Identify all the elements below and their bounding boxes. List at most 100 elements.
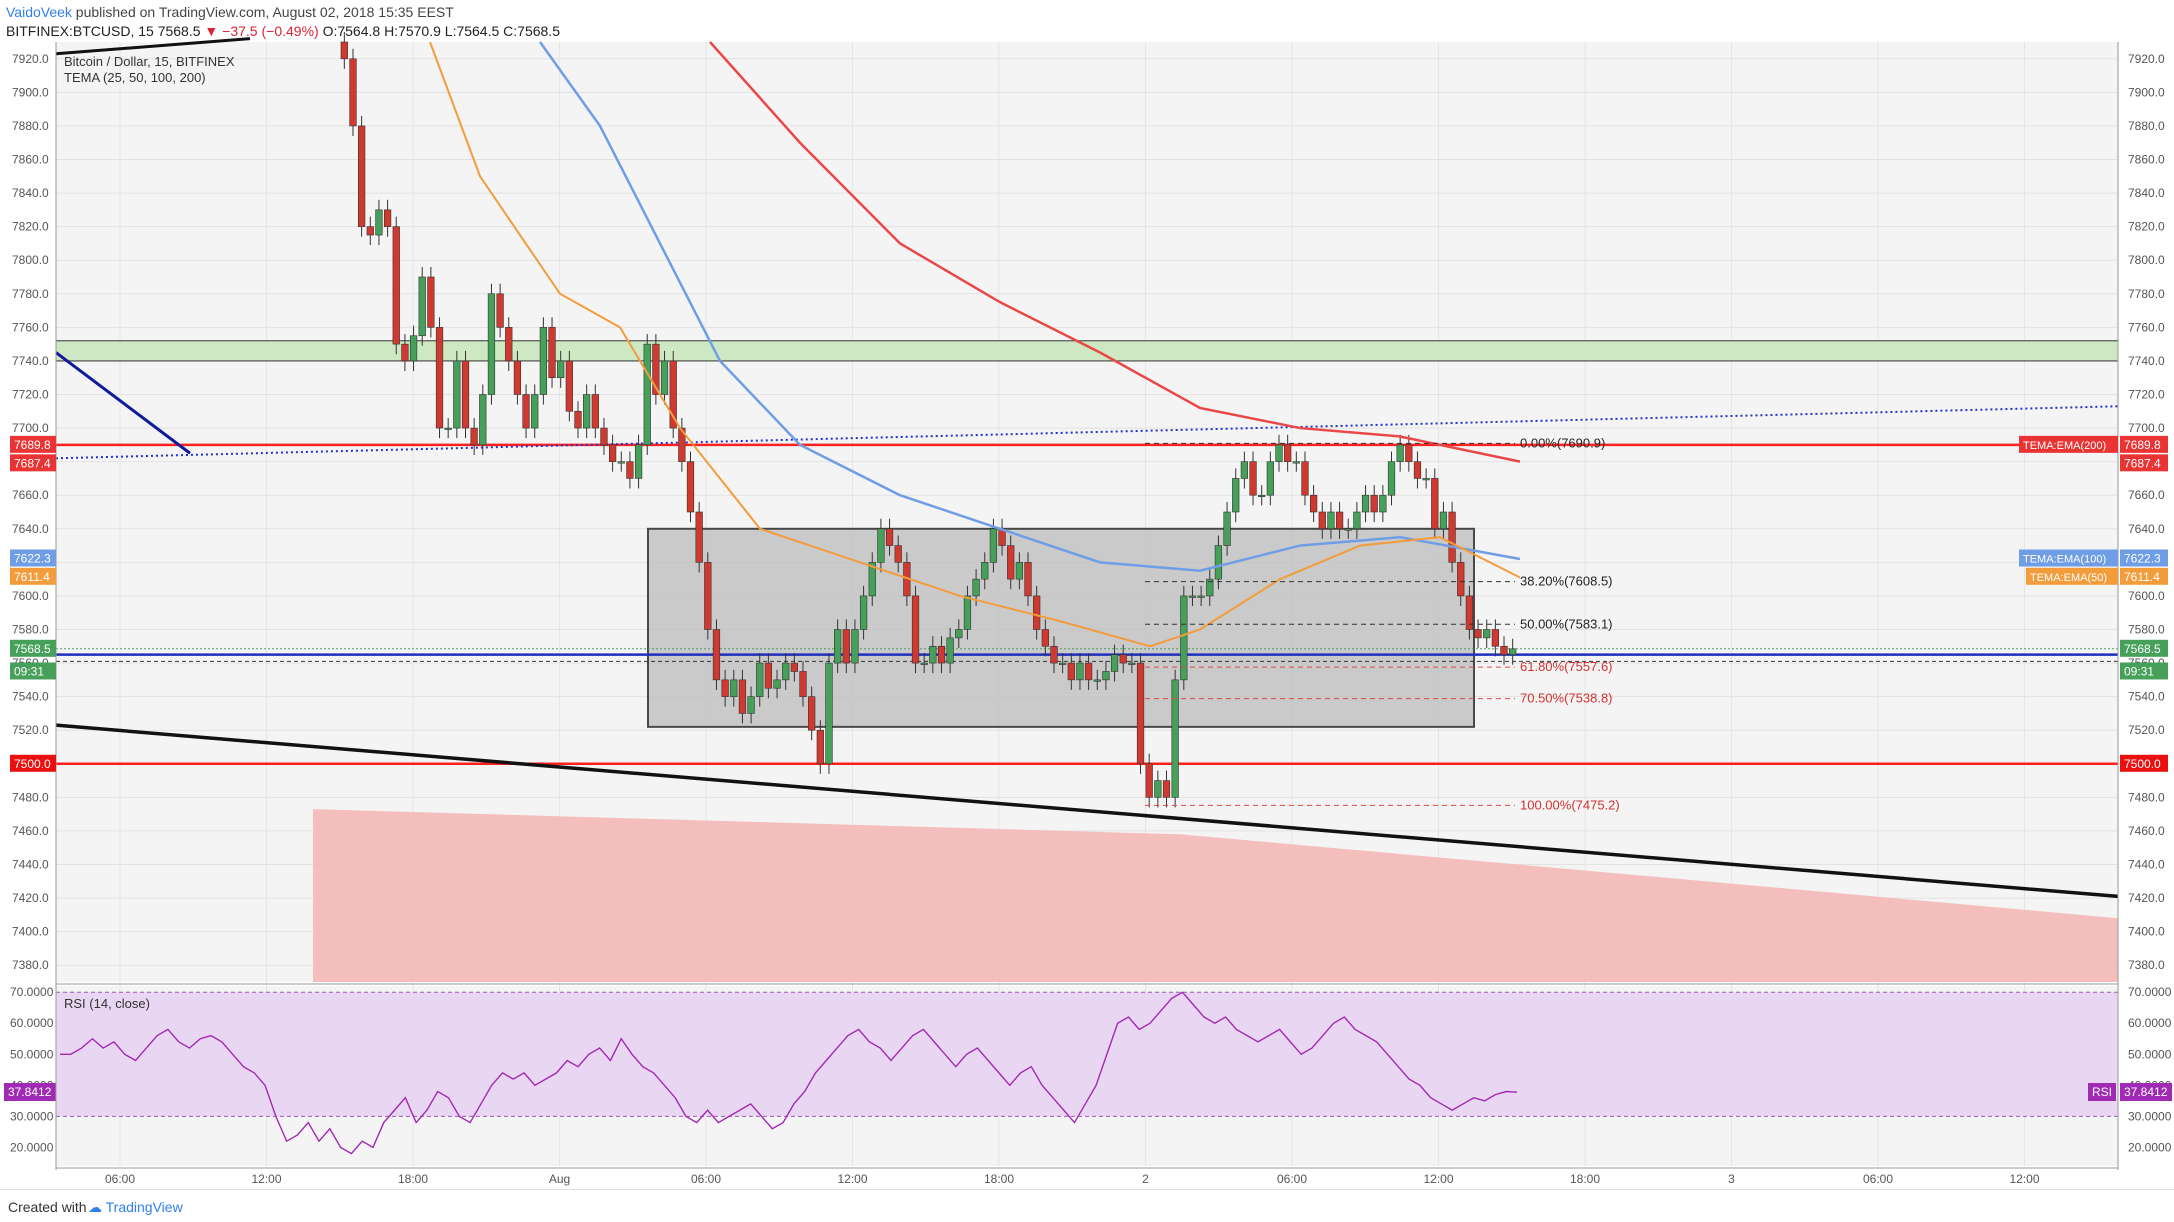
candle-body bbox=[747, 696, 755, 714]
price-tick-label-left: 7760.0 bbox=[12, 320, 49, 334]
price-tick-label: 7520.0 bbox=[2128, 723, 2165, 737]
candle-body bbox=[548, 327, 556, 379]
candle-body bbox=[1509, 648, 1517, 655]
descending-trend-line bbox=[55, 723, 2119, 899]
candle-body bbox=[453, 360, 461, 429]
candle-body bbox=[531, 394, 539, 429]
candle-body bbox=[859, 595, 868, 630]
candle-body bbox=[1024, 562, 1032, 597]
price-tick-label-left: 7800.0 bbox=[12, 253, 49, 267]
candle-body bbox=[1041, 629, 1049, 647]
candle-body bbox=[1266, 461, 1274, 496]
candle-body bbox=[505, 327, 513, 362]
indicator-name-badge bbox=[2026, 567, 2118, 585]
supply-zone bbox=[55, 340, 2119, 362]
price-tick-label-left: 7740.0 bbox=[12, 354, 49, 368]
candle-body bbox=[557, 360, 565, 379]
candle-body bbox=[1033, 595, 1041, 630]
fib-level-label: 50.00%(7583.1) bbox=[1520, 616, 1613, 631]
candle-body bbox=[617, 461, 625, 464]
indicator-name-badge bbox=[2019, 549, 2118, 567]
rsi-name-badge-label: RSI bbox=[2092, 1085, 2112, 1099]
fib-level-label: 0.00%(7690.9) bbox=[1520, 435, 1605, 450]
candle-body bbox=[358, 125, 366, 227]
rsi-badge-right-label: 37.8412 bbox=[2124, 1085, 2168, 1099]
price-tick-label: 7880.0 bbox=[2128, 119, 2165, 133]
rsi-badge-right bbox=[2120, 1083, 2172, 1102]
candle-body bbox=[669, 360, 677, 429]
rsi-tick-label: 30.0000 bbox=[2128, 1109, 2172, 1123]
candle-body bbox=[920, 662, 928, 665]
price-badge-left-label: 7611.4 bbox=[14, 570, 50, 584]
published-text: published on TradingView.com, August 02,… bbox=[75, 4, 454, 20]
tema200-line bbox=[709, 41, 1521, 463]
candle-body bbox=[487, 293, 496, 395]
price-tick-label: 7640.0 bbox=[2128, 522, 2165, 536]
candle-body bbox=[583, 394, 591, 429]
price-tick-label-left: 7880.0 bbox=[12, 119, 49, 133]
candle-body bbox=[1396, 444, 1404, 462]
candle-body bbox=[1188, 595, 1197, 598]
candle-body bbox=[634, 444, 643, 479]
candle-body bbox=[652, 343, 660, 395]
price-tick-label: 7720.0 bbox=[2128, 388, 2165, 402]
candle-body bbox=[1422, 478, 1430, 481]
candle-body bbox=[972, 578, 980, 597]
tradingview-brand: TradingView bbox=[105, 1199, 183, 1215]
indicator-name-label: TEMA:EMA(200) bbox=[2023, 440, 2106, 452]
price-tick-label: 7660.0 bbox=[2128, 488, 2165, 502]
price-tick-label: 7700.0 bbox=[2128, 421, 2165, 435]
legend-tema: TEMA (25, 50, 100, 200) bbox=[64, 70, 206, 85]
candle-body bbox=[444, 427, 452, 430]
candle-body bbox=[522, 394, 530, 429]
candle-body bbox=[738, 679, 747, 714]
ohlc-values: O:7564.8 H:7570.9 L:7564.5 C:7568.5 bbox=[322, 23, 560, 39]
candle-body bbox=[392, 226, 400, 345]
candle-body bbox=[981, 562, 989, 580]
candle-body bbox=[1292, 461, 1300, 464]
price-tick-label-left: 7420.0 bbox=[12, 891, 49, 905]
candle-body bbox=[686, 461, 695, 513]
candle-body bbox=[539, 327, 548, 395]
candle-body bbox=[1318, 511, 1326, 530]
price-badge-left-label: 09:31 bbox=[14, 664, 44, 678]
fib-level-label: 38.20%(7608.5) bbox=[1520, 574, 1613, 589]
rsi-line bbox=[60, 991, 1518, 1155]
symbol-label[interactable]: BITFINEX:BTCUSD, 15 bbox=[6, 23, 154, 39]
candle-body bbox=[1483, 629, 1491, 639]
price-tick-label-left: 7400.0 bbox=[12, 925, 49, 939]
candle-body bbox=[1431, 478, 1439, 530]
rsi-tick-label: 50.0000 bbox=[2128, 1047, 2172, 1061]
candle-body bbox=[1110, 654, 1119, 672]
candle-body bbox=[894, 545, 902, 563]
candle-body bbox=[799, 671, 807, 697]
rsi-badge-left bbox=[4, 1083, 56, 1102]
tradingview-logo[interactable]: ☁ TradingView bbox=[88, 1199, 183, 1216]
candle-body bbox=[479, 394, 487, 446]
price-badge-right-label: 7622.3 bbox=[2124, 551, 2161, 565]
price-tick-label-left: 7860.0 bbox=[12, 153, 49, 167]
candle-body bbox=[773, 679, 781, 689]
price-badge-right bbox=[2120, 662, 2168, 680]
price-tick-label: 7460.0 bbox=[2128, 824, 2165, 838]
candle-body bbox=[1327, 511, 1335, 530]
publish-info: VaidoVeek published on TradingView.com, … bbox=[6, 4, 454, 20]
candle-body bbox=[963, 595, 972, 630]
candle-body bbox=[496, 293, 504, 328]
candle-body bbox=[1361, 494, 1370, 513]
candle-body bbox=[1136, 662, 1145, 765]
candle-body bbox=[565, 360, 573, 412]
rsi-badge-left-label: 37.8412 bbox=[8, 1085, 52, 1099]
candle-body bbox=[366, 226, 374, 236]
time-tick-label: 2 bbox=[1142, 1172, 1149, 1186]
rsi-pane: 20.000020.000030.000030.000040.000040.00… bbox=[4, 985, 2172, 1155]
author-link[interactable]: VaidoVeek bbox=[6, 4, 72, 20]
candle-body bbox=[1474, 629, 1482, 639]
candle-body bbox=[1457, 562, 1465, 597]
candle-body bbox=[1448, 511, 1456, 563]
candle-body bbox=[1223, 511, 1231, 546]
candle-body bbox=[643, 343, 651, 446]
rsi-tick-label-left: 20.0000 bbox=[10, 1140, 54, 1154]
price-change: −37.5 (−0.49%) bbox=[222, 23, 319, 39]
